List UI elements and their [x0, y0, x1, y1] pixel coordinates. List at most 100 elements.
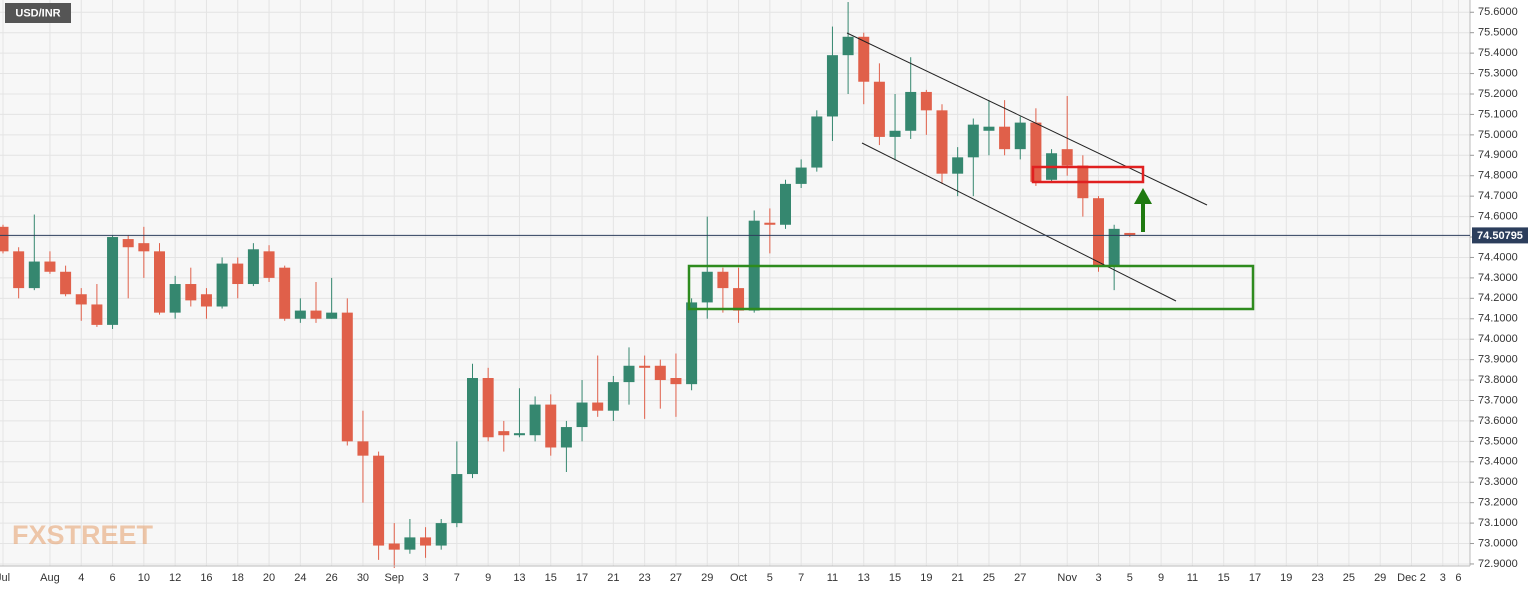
candle-body	[873, 81, 885, 137]
y-tick-label: 74.1000	[1478, 313, 1518, 325]
candle-body	[983, 126, 995, 131]
x-tick-label: 11	[1187, 572, 1198, 584]
y-tick-label: 74.3000	[1478, 272, 1518, 284]
x-tick-label: 15	[1218, 572, 1230, 584]
y-tick-label: 73.3000	[1478, 476, 1518, 488]
candle-body	[216, 263, 228, 307]
candle-body	[138, 243, 150, 252]
candle-body	[1061, 149, 1073, 166]
x-tick-label: 9	[485, 572, 491, 584]
x-tick-label: 21	[952, 572, 964, 584]
y-tick-label: 72.9000	[1478, 558, 1518, 570]
candle-body	[122, 239, 134, 248]
candle-body	[1030, 122, 1042, 182]
x-tick-label: 29	[1374, 572, 1386, 584]
y-tick-label: 75.5000	[1478, 27, 1518, 39]
upper-trendline	[846, 32, 1208, 206]
x-tick-label: Dec 2	[1397, 572, 1426, 584]
x-tick-label: Sep	[384, 572, 404, 584]
candle-body	[592, 402, 604, 411]
candle-body	[232, 263, 244, 285]
candle-body	[1124, 232, 1136, 235]
candle-body	[795, 167, 807, 184]
candle-body	[467, 378, 478, 475]
candle-body	[404, 537, 416, 550]
candle-body	[936, 110, 948, 174]
candle-body	[607, 382, 619, 411]
resistance-zone	[1031, 165, 1145, 184]
x-tick-label: Oct	[730, 572, 747, 584]
x-tick-label: Nov	[1057, 572, 1077, 584]
candle-body	[826, 55, 838, 117]
candle-body	[889, 130, 901, 137]
candle-body	[560, 427, 572, 448]
candle-body	[326, 312, 338, 319]
y-tick-label: 74.9000	[1478, 149, 1518, 161]
candle-body	[200, 294, 212, 307]
x-tick-label: 13	[858, 572, 870, 584]
y-tick-label: 73.4000	[1478, 456, 1518, 468]
candle-body	[529, 404, 541, 436]
x-tick-label: 19	[1280, 572, 1292, 584]
candle-body	[13, 251, 25, 289]
watermark: FXSTREET	[12, 520, 154, 550]
candle-body	[420, 537, 432, 546]
x-tick-label: Aug	[40, 572, 60, 584]
candle-body	[388, 543, 400, 550]
y-tick-label: 73.8000	[1478, 374, 1518, 386]
candle-body	[498, 431, 510, 436]
x-tick-label: 17	[1249, 572, 1261, 584]
y-tick-label: 73.2000	[1478, 497, 1518, 509]
y-tick-label: 74.0000	[1478, 333, 1518, 345]
chart-title: USD/INR	[15, 7, 60, 19]
y-tick-label: 73.6000	[1478, 415, 1518, 427]
candle-body	[780, 183, 791, 225]
candle-body	[154, 251, 165, 313]
candle-body	[576, 402, 588, 428]
y-tick-label: 74.6000	[1478, 210, 1518, 222]
candle-body	[279, 267, 291, 319]
x-tick-label: 27	[670, 572, 682, 584]
symbol-badge	[5, 3, 71, 23]
y-tick-label: 73.1000	[1478, 517, 1518, 529]
candle-body	[967, 124, 979, 158]
x-tick-label: 3	[422, 572, 428, 584]
x-tick-label: 6	[1455, 572, 1461, 584]
candle-body	[670, 378, 682, 385]
x-tick-label: 3	[1095, 572, 1101, 584]
x-tick-label: 10	[138, 572, 150, 584]
x-tick-label: 15	[889, 572, 901, 584]
y-tick-label: 75.1000	[1478, 108, 1518, 120]
x-tick-label: 27	[1014, 572, 1026, 584]
candle-body	[920, 91, 932, 111]
candle-body	[107, 237, 119, 325]
candle-body	[811, 116, 823, 168]
x-tick-label: 21	[607, 572, 619, 584]
candle-body	[952, 157, 964, 174]
candle-body	[513, 433, 525, 436]
candle-body	[373, 455, 385, 546]
candle-body	[341, 312, 353, 442]
support-zone	[687, 264, 1255, 311]
candle-body	[654, 365, 666, 381]
x-tick-label: 23	[639, 572, 651, 584]
candle-body	[247, 249, 259, 285]
candle-body	[905, 91, 917, 131]
x-tick-label: 26	[326, 572, 338, 584]
x-tick-label: 9	[1158, 572, 1164, 584]
candle-body	[75, 294, 87, 305]
y-tick-label: 73.0000	[1478, 537, 1518, 549]
candle-body	[451, 474, 463, 524]
x-tick-label: 13	[513, 572, 525, 584]
x-tick-label: 25	[983, 572, 995, 584]
y-tick-label: 74.2000	[1478, 292, 1518, 304]
candle-body	[185, 284, 197, 301]
candle-body	[1093, 198, 1104, 266]
candle-body	[686, 302, 698, 385]
y-tick-label: 73.5000	[1478, 435, 1518, 447]
x-tick-label: 5	[1127, 572, 1133, 584]
arrow-head	[1134, 188, 1152, 204]
candle-body	[44, 261, 56, 272]
y-tick-label: 74.4000	[1478, 251, 1518, 263]
